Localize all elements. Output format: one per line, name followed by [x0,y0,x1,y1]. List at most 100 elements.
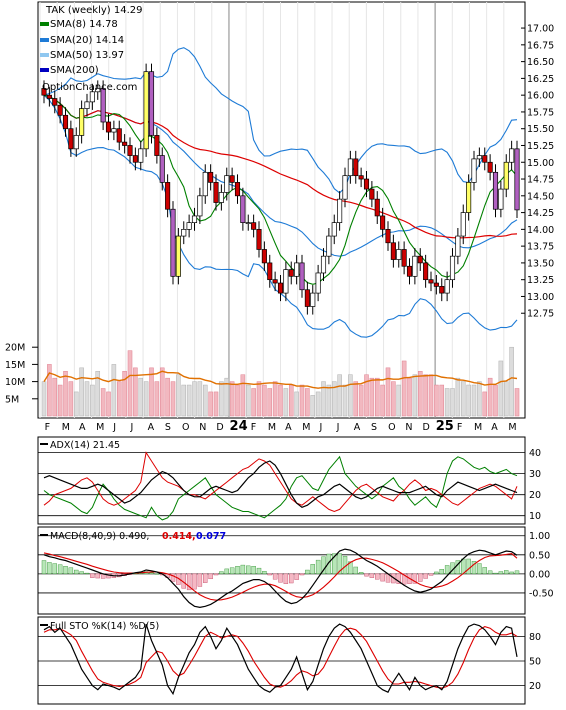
macd-histogram-bar [353,566,358,575]
macd-histogram-bar [358,572,364,575]
candle-body [143,71,149,150]
volume-bar [154,381,160,417]
volume-bar [95,371,101,417]
candle-body [288,269,294,277]
timeline-label: N [199,422,206,433]
volume-bar [482,391,488,417]
macd-histogram-bar [235,566,240,575]
legend-label-sma50: SMA(50) 13.97 [50,50,124,61]
volume-bar [385,367,391,417]
candle-body [213,182,219,203]
timeline-label: M [474,422,482,433]
candle-body [369,188,375,200]
candle-body [283,269,289,294]
price-tick-label: 15.25 [527,141,554,152]
candle-body [396,249,402,260]
macd-histogram-bar [224,568,229,575]
candle-body [417,255,423,264]
candle-body [95,88,101,93]
legend-swatch-sma20 [40,38,49,42]
candle-body [449,255,456,281]
candle-body [148,71,155,136]
macd-histogram-bar [321,556,326,575]
candle-body [84,101,90,109]
macd-histogram-bar [74,569,79,575]
volume-bar [73,391,79,417]
candle-body [52,98,58,106]
adx-di-plus-line [43,455,518,521]
volume-bar [127,350,133,417]
volume-bar [165,377,170,417]
candle-body [326,235,332,257]
volume-bar [278,384,283,417]
volume-bar [439,384,445,417]
candle-body [159,155,165,183]
candle-body [509,148,515,163]
volume-bar [68,381,74,417]
legend-label-sma200: SMA(200) [50,65,99,76]
macd-histogram-bar [283,573,289,584]
volume-bar [272,381,278,417]
volume-bar [90,384,95,417]
volume-bars [41,346,520,417]
macd-histogram-bar [203,573,208,583]
macd-histogram-bar [299,573,305,576]
volume-bar [224,377,230,417]
timeline-label: O [182,422,189,433]
candle-body [138,148,144,163]
stoch-panel: 80 50 20 Full STO %K(14) %D(5) [37,616,541,705]
stoch-content: 80 50 20 [38,623,541,696]
volume-bar [466,384,471,417]
macd-histogram-bar [396,573,401,584]
volume-bar [401,360,407,417]
timeline-label: 24 [230,419,248,434]
macd-histogram-bar [310,564,315,575]
volume-bar [477,381,482,417]
macd-legend-swatch [40,534,48,536]
timeline-label: J [129,422,133,433]
price-tick-label: 16.75 [527,40,554,51]
volume-bar [358,384,364,417]
timeline-label: M [508,422,516,433]
timeline-label: J [318,422,322,433]
macd-histogram-bar [272,573,278,580]
macd-histogram-bar [106,573,111,579]
legend-label-sma8: SMA(8) 14.78 [50,19,118,30]
candle-body [240,195,246,223]
price-tick-label: 13.00 [527,292,554,303]
volume-bar [170,381,176,417]
candle-body [229,175,235,183]
candle-body [256,229,262,250]
macd-histogram-bar [439,569,444,575]
timeline-label: J [336,422,340,433]
timeline-label: A [79,422,86,433]
candle-body [191,215,198,223]
macd-histogram-bar [305,569,310,575]
candle-body [277,282,284,294]
candle-body [89,91,95,103]
volume-bar [503,381,509,417]
candle-body [390,242,396,260]
macd-label: MACD(8,40,9) 0.490, [50,531,149,542]
candle-body [234,182,241,197]
volume-bar [321,381,326,417]
timeline-label: F [457,422,462,433]
volume-bar [337,374,342,417]
candle-body [498,188,504,210]
volume-bar [514,388,520,417]
stoch-legend-swatch [40,624,48,626]
volume-tick-label: 20M [5,343,25,354]
volume-bar [342,384,348,417]
candle-body [175,235,181,277]
price-tick-label: 14.00 [527,225,554,236]
price-tick-label: 12.75 [527,309,554,320]
volume-bar [434,384,439,417]
macd-histogram-bar [63,566,68,575]
volume-bar [450,388,455,417]
candle-body [304,289,310,307]
adx-line [43,460,518,508]
macd-line [43,548,518,609]
panel-tick-label: 20 [529,490,541,501]
volume-bar [283,388,289,417]
macd-histogram-bar [294,573,299,580]
